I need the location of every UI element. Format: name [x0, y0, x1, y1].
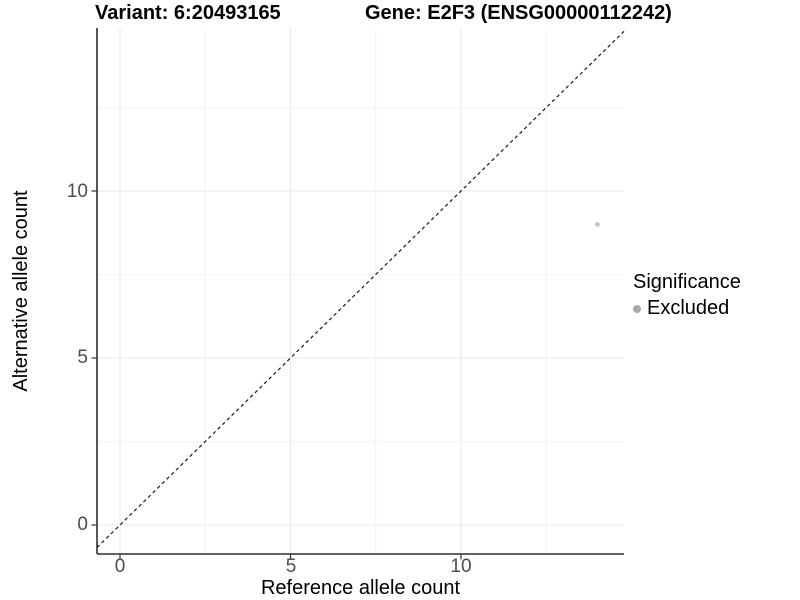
y-tick-label-10: 10	[66, 181, 88, 202]
plot-title-variant: Variant: 6:20493165	[95, 2, 281, 24]
plot-title-gene: Gene: E2F3 (ENSG00000112242)	[365, 2, 672, 24]
legend-item-excluded: Excluded	[633, 297, 741, 320]
x-tick-label-0: 0	[114, 556, 126, 577]
data-point	[595, 222, 600, 227]
x-tick-label-5: 5	[285, 556, 297, 577]
legend: Significance Excluded	[633, 271, 741, 320]
legend-title: Significance	[633, 271, 741, 293]
y-tick-label-0: 0	[77, 514, 88, 535]
x-tick-label-10: 10	[450, 556, 472, 577]
legend-item-label: Excluded	[647, 297, 730, 319]
identity-line	[96, 30, 625, 548]
x-axis-title: Reference allele count	[260, 577, 460, 599]
legend-marker-circle-icon	[633, 304, 641, 313]
y-tick-label-5: 5	[77, 347, 88, 368]
y-axis-title: Alternative allele count	[10, 190, 32, 392]
